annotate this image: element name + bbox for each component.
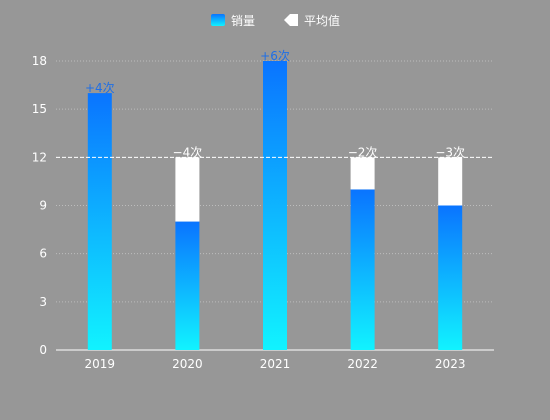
y-axis-ticks: 0 3 6 9 12 15 18 bbox=[32, 54, 47, 357]
y-tick-label: 0 bbox=[39, 343, 47, 357]
average-gap-2020 bbox=[175, 157, 200, 222]
average-gap-2023 bbox=[438, 157, 463, 206]
legend-item-average[interactable]: 平均值 bbox=[284, 13, 340, 28]
x-tick-label: 2020 bbox=[172, 357, 203, 371]
bar-2021[interactable] bbox=[263, 61, 287, 350]
bar-2020[interactable] bbox=[175, 221, 200, 350]
bar-2023[interactable] bbox=[438, 205, 463, 351]
x-tick-label: 2019 bbox=[85, 357, 116, 371]
x-tick-label: 2021 bbox=[260, 357, 291, 371]
legend-item-sales[interactable]: 销量 bbox=[211, 14, 255, 28]
y-tick-label: 18 bbox=[32, 54, 47, 68]
legend-swatch-average bbox=[284, 14, 298, 26]
average-gap-2022 bbox=[350, 157, 375, 190]
y-tick-label: 15 bbox=[32, 102, 47, 116]
diff-label-2020: −4次 bbox=[173, 145, 203, 159]
diff-label-2019: +4次 bbox=[85, 81, 115, 95]
legend-label-sales: 销量 bbox=[231, 14, 255, 28]
diff-labels: +4次 −4次 +6次 −2次 −3次 bbox=[85, 49, 465, 159]
x-tick-label: 2022 bbox=[347, 357, 378, 371]
y-tick-label: 12 bbox=[32, 150, 47, 164]
diff-label-2023: −3次 bbox=[435, 145, 465, 159]
y-tick-label: 6 bbox=[39, 247, 47, 261]
bar-2019[interactable] bbox=[87, 93, 112, 350]
legend-swatch-sales bbox=[211, 14, 225, 26]
legend-label-average: 平均值 bbox=[304, 13, 340, 28]
x-axis-ticks: 2019 2020 2021 2022 2023 bbox=[85, 357, 466, 371]
bars bbox=[87, 61, 463, 351]
diff-label-2022: −2次 bbox=[348, 145, 378, 159]
bar-2022[interactable] bbox=[350, 189, 375, 350]
diff-label-2021: +6次 bbox=[260, 49, 290, 63]
y-tick-label: 9 bbox=[39, 199, 47, 213]
y-tick-label: 3 bbox=[39, 295, 47, 309]
legend: 销量 平均值 bbox=[211, 13, 340, 28]
x-tick-label: 2023 bbox=[435, 357, 466, 371]
